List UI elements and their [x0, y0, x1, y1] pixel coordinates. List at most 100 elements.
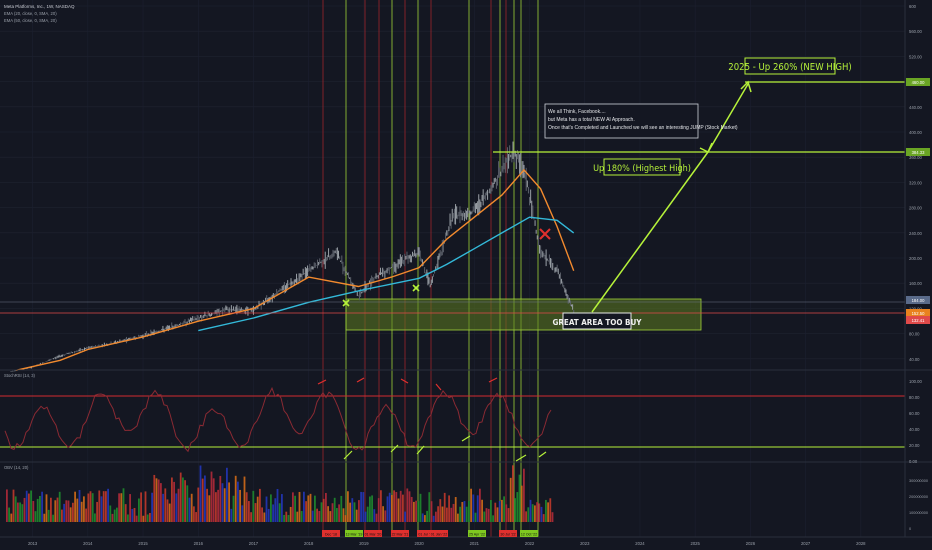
volume-bar [527, 507, 530, 522]
volume-bar [474, 512, 477, 522]
volume-bar [210, 471, 213, 522]
volume-bar [91, 493, 94, 522]
volume-bar [87, 493, 90, 522]
volume-bar [14, 496, 17, 522]
note-box[interactable] [544, 103, 699, 139]
buy-zone-label: GREAT AREA TOO BUY [552, 318, 642, 327]
volume-bar [243, 476, 246, 522]
volume-bar [206, 488, 208, 522]
volume-bar [311, 510, 314, 522]
volume-bar [342, 508, 345, 522]
volume-bar [226, 467, 228, 522]
date-marker-label: 01 Jan '22 [431, 533, 447, 537]
volume-bar [217, 489, 219, 522]
buy-zone-label-box[interactable] [562, 312, 632, 330]
volume-bar [298, 491, 301, 522]
volume-bar [6, 489, 8, 522]
volume-axis: 300000000 200000000 100000000 0 [909, 479, 928, 531]
volume-bar [314, 495, 316, 522]
volume-bar [278, 503, 281, 522]
volume-bar [47, 509, 50, 522]
volume-bar [138, 498, 140, 522]
volume-bar [215, 492, 217, 522]
rsi-line [4, 386, 552, 453]
sell-marker [539, 228, 551, 240]
volume-bar [208, 495, 211, 522]
volume-bar [135, 515, 138, 522]
event-lines [322, 0, 539, 537]
volume-bar [309, 493, 312, 522]
volume-bar [166, 499, 169, 522]
volume-bar [289, 506, 292, 522]
date-marker-label: 01 Mar '20 [365, 533, 382, 537]
volume-bar [107, 488, 109, 522]
volume-bar [30, 490, 32, 522]
volume-bar [380, 490, 382, 522]
date-marker-bg [322, 530, 340, 537]
volume-bar [100, 496, 103, 522]
volume-bar [193, 506, 195, 522]
volume-bar [228, 482, 230, 522]
volume-bar [468, 500, 470, 522]
volume-bar [25, 490, 28, 522]
volume-bar [523, 468, 525, 522]
volume-bar [377, 498, 380, 522]
price-badge-label: 184.00 [912, 298, 925, 303]
volume-bar [296, 511, 299, 522]
year-label: 2028 [856, 541, 866, 546]
volume-bar [190, 493, 193, 522]
volume-bar [102, 491, 105, 522]
buy-zone[interactable] [345, 298, 702, 331]
volume-bar [362, 492, 365, 522]
highest-high-label-box[interactable] [603, 158, 681, 176]
volume-bar [69, 507, 72, 522]
date-marker-bg [364, 530, 382, 537]
volume-bar [259, 488, 261, 522]
rsi-tick: 60.00 [909, 411, 920, 416]
volume-bar [28, 493, 30, 522]
volume-bar [375, 513, 378, 522]
volume-bar [237, 481, 239, 522]
ema-slow-legend[interactable]: EMA (50, close, 0, SMA, 20) [4, 18, 57, 23]
price-tick: 360.00 [909, 155, 922, 160]
volume-bar [509, 477, 512, 522]
volume-bar [435, 511, 437, 522]
year-label: 2013 [28, 541, 38, 546]
rsi-tick: 0.00 [909, 459, 918, 464]
rsi-panel-label[interactable]: StochRSI (14, 3) [4, 373, 36, 378]
volume-bar [50, 497, 52, 522]
volume-bar [303, 491, 305, 522]
volume-bar [322, 498, 325, 522]
volume-bar [61, 509, 63, 522]
volume-bar [351, 498, 354, 522]
rsi-signal-marks [317, 377, 547, 462]
volume-bar [140, 492, 142, 522]
volume-bar [129, 494, 131, 522]
volume-bar [531, 504, 534, 522]
price-tick: 40.00 [909, 357, 920, 362]
volume-bar [421, 513, 424, 522]
volume-bar [483, 511, 486, 522]
volume-bar [184, 480, 186, 522]
price-tick: 80.00 [909, 332, 920, 337]
volume-bar [39, 495, 41, 522]
symbol-title[interactable]: Meta Platforms, Inc., 1W, NASDAQ [4, 4, 75, 9]
volume-bar [371, 495, 373, 522]
volume-bar [8, 507, 10, 522]
rsi-signal-mark [435, 383, 442, 391]
ema-fast-legend[interactable]: EMA (20, close, 0, SMA, 20) [4, 11, 57, 16]
volume-bar [52, 514, 54, 522]
volume-bar [118, 493, 120, 522]
volume-bar [364, 511, 367, 522]
price-badge-label: 152.50 [912, 311, 925, 316]
volume-bar [85, 508, 87, 522]
volume-bar [448, 495, 450, 522]
volume-bar [347, 491, 349, 522]
volume-bar [56, 497, 59, 522]
volume-panel-label[interactable]: OBV (14, 20) [4, 465, 29, 470]
rsi-signal-mark [515, 454, 527, 462]
year-label: 2026 [746, 541, 756, 546]
volume-bar [459, 506, 461, 522]
new-high-label-box[interactable] [744, 57, 836, 75]
